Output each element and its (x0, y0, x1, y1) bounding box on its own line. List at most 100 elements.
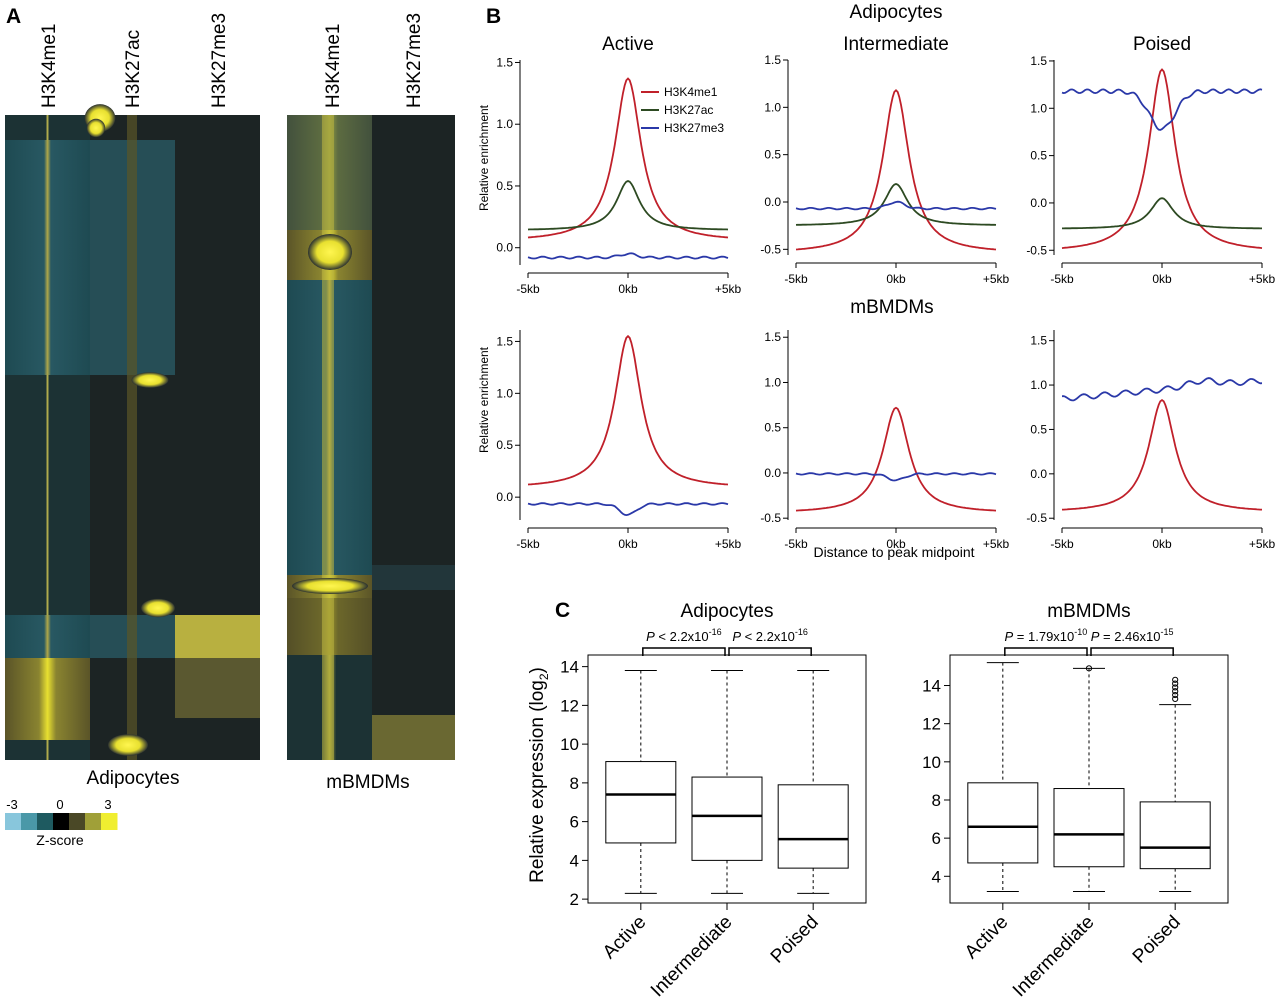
pvalue-text: = 2.46x10 (1099, 629, 1160, 644)
boxplot-x-tick-label: Intermediate (1009, 912, 1099, 1000)
lineplot-x-tick-label: +5kb (983, 272, 1010, 286)
lineplot-y-tick-label: 0.5 (496, 179, 513, 193)
pvalue-text: = 1.79x10 (1013, 629, 1074, 644)
lineplot-series-h3k27ac (795, 183, 997, 226)
boxplot-outlier (1172, 684, 1179, 691)
boxplot-y-tick-label: 10 (560, 735, 579, 754)
colorbar-swatch (5, 813, 22, 830)
lineplot-y-tick-label: 1.5 (764, 53, 781, 67)
colorbar-swatch (37, 813, 54, 830)
comparison-pvalue: P = 1.79x10-10 (1005, 627, 1088, 644)
lineplot-y-tick-label: -0.5 (760, 242, 781, 256)
heatmap-mbmdm-col-h3k27me3: H3K27me3 (404, 13, 425, 108)
comparison-bracket (642, 647, 726, 656)
boxplot-y-tick-label: 14 (560, 658, 579, 677)
zscore-colorbar (5, 813, 118, 830)
lineplot-y-tick-label: 1.5 (496, 334, 513, 348)
lineplot-y-tick-label: 0.0 (496, 241, 513, 255)
heatmap-adipo-hotspot (86, 118, 106, 138)
panel-b-top-ylabel: Relative enrichment (477, 104, 491, 211)
boxplot-outlier (1172, 676, 1179, 683)
lineplot-x-tick-label: +5kb (1249, 537, 1276, 551)
colorbar-tick-max: 3 (104, 797, 111, 812)
heatmap-adipo-col-h3k27me3: H3K27me3 (209, 13, 230, 108)
boxplot-x-tick-label: Poised (767, 912, 823, 968)
pvalue-p: P (1091, 629, 1100, 644)
panel-b-bottom-ylabel: Relative enrichment (477, 346, 491, 453)
lineplot-y-tick-label: 1.5 (496, 55, 513, 69)
lineplot-x-tick-label: 0kb (886, 272, 906, 286)
pvalue-text: < 2.2x10 (741, 629, 795, 644)
colorbar-swatch (85, 813, 102, 830)
boxplot-box (967, 782, 1039, 864)
lineplot-y-tick-label: 0.5 (1030, 149, 1047, 163)
boxplot-box (1139, 801, 1211, 870)
boxplot-outlier (1172, 688, 1179, 695)
lineplot-y-tick-label: 0.5 (764, 148, 781, 162)
boxplot-x-tick-label: Intermediate (647, 912, 737, 1000)
panel-c-ylabel-end: ) (527, 667, 548, 673)
lineplot-x-tick-label: 0kb (1152, 272, 1172, 286)
boxplot-outlier (1085, 665, 1093, 672)
lineplot-y-tick-label: 0.0 (1030, 467, 1047, 481)
boxplot-y-tick-label: 12 (560, 696, 579, 715)
pvalue-p: P (646, 629, 655, 644)
boxplot-y-tick-label: 2 (570, 890, 579, 909)
pvalue-exponent: -15 (1160, 627, 1173, 637)
lineplot-x-tick-label: 0kb (618, 537, 638, 551)
panel-label-b: B (486, 5, 501, 28)
pvalue-text: < 2.2x10 (655, 629, 709, 644)
boxplot-y-tick-label: 10 (922, 753, 941, 772)
lineplot-y-tick-label: 0.5 (764, 421, 781, 435)
boxplot-y-tick-label: 8 (570, 774, 579, 793)
lineplot-y-tick-label: 1.0 (496, 386, 513, 400)
lineplot-series-h3k4me1 (1061, 68, 1263, 249)
lineplot-title: Active (602, 34, 654, 55)
lineplot-series-h3k27me3 (1062, 377, 1263, 402)
colorbar-tick-min: -3 (6, 797, 18, 812)
panel-c-ylabel-main: Relative expression (log (527, 680, 548, 883)
lineplot-x-tick-label: -5kb (1050, 272, 1074, 286)
heatmap-adipo-col-h3k4me1: H3K4me1 (39, 24, 60, 109)
heatmap-adipo-h3k27me3-block (175, 615, 260, 658)
lineplot-y-tick-label: 1.0 (1030, 101, 1047, 115)
lineplot-series-h3k27me3 (1061, 88, 1263, 131)
lineplot-title: Poised (1133, 34, 1191, 55)
boxplot-box (1053, 788, 1125, 868)
boxplot-outlier (1172, 695, 1179, 702)
lineplot-series-h3k4me1 (527, 334, 729, 486)
panel-b-xlabel: Distance to peak midpoint (813, 544, 974, 560)
lineplot-y-tick-label: 1.0 (1030, 378, 1047, 392)
lineplot-title: Intermediate (843, 34, 949, 55)
boxplot-box (691, 776, 763, 861)
lineplot-y-tick-label: 1.5 (1030, 334, 1047, 348)
colorbar-tick-mid: 0 (56, 797, 63, 812)
heatmap-adipo-hotspot (131, 372, 169, 388)
heatmap-adipo-h3k27ac-center (127, 115, 137, 760)
lineplot-x-tick-label: 0kb (1152, 537, 1172, 551)
lineplot-y-tick-label: 0.0 (1030, 196, 1047, 210)
pvalue-exponent: -16 (709, 627, 722, 637)
lineplot-x-tick-label: +5kb (715, 537, 742, 551)
comparison-bracket (728, 647, 812, 656)
heatmap-adipo-hotspot (141, 598, 175, 618)
heatmap-adipo-h3k4me1-block (5, 740, 90, 760)
lineplot-series-h3k4me1 (1062, 398, 1262, 511)
boxplot-y-tick-label: 6 (932, 829, 941, 848)
boxplot-x-tick-label: Poised (1129, 912, 1185, 968)
heatmap-adipo-h3k4me1-block (5, 615, 90, 658)
pvalue-exponent: -10 (1074, 627, 1087, 637)
lineplot-series-h3k4me1 (527, 77, 729, 239)
heatmap-mbmdm-hotspot (292, 578, 368, 594)
lineplot-y-tick-label: 0.5 (1030, 422, 1047, 436)
lineplot-x-tick-label: +5kb (1249, 272, 1276, 286)
boxplot-y-tick-label: 12 (922, 715, 941, 734)
lineplot-series-h3k4me1 (795, 406, 997, 512)
panel-label-c: C (555, 599, 570, 622)
comparison-bracket (1004, 647, 1088, 656)
boxplot-title: mBMDMs (1047, 601, 1130, 622)
lineplot-x-tick-label: -5kb (784, 537, 808, 551)
lineplot-x-tick-label: -5kb (784, 272, 808, 286)
heatmap-adipo-hotspot (108, 734, 148, 756)
